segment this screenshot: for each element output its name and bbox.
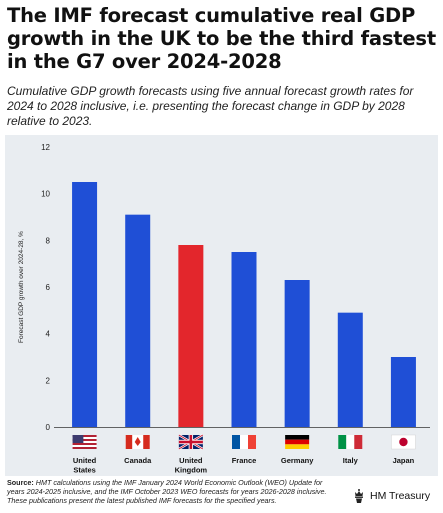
bar-fr	[231, 252, 257, 427]
x-tick-label: States	[73, 466, 96, 475]
source-text: HMT calculations using the IMF January 2…	[7, 478, 327, 505]
flag-de-icon	[285, 435, 310, 449]
flag-fr-icon	[232, 435, 256, 449]
y-tick-label: 12	[41, 143, 50, 152]
y-tick-label: 0	[46, 423, 51, 432]
logo-text: HM Treasury	[370, 490, 431, 502]
flag-jp-icon	[391, 434, 416, 450]
bar-it	[337, 312, 363, 427]
bar-us	[72, 182, 98, 427]
source-label: Source:	[7, 478, 34, 487]
x-tick-label: Kingdom	[175, 466, 208, 475]
chart-panel: 0 2 4 6 8 10 12 Forecast GDP growth over 2024-2…	[5, 135, 438, 476]
y-tick-label: 4	[46, 330, 51, 339]
y-tick-label: 8	[46, 236, 51, 245]
flag-us-icon	[72, 435, 97, 449]
y-axis-label: Forecast GDP growth over 2024-28, %	[18, 231, 25, 343]
bar-jp	[390, 357, 416, 427]
y-tick-label: 10	[41, 190, 50, 199]
chart-title: The IMF forecast cumulative real GDP gro…	[7, 4, 436, 73]
x-tick-label: Japan	[393, 456, 415, 465]
flag-ca-icon	[125, 435, 150, 449]
bar-ca	[125, 214, 151, 427]
x-tick-label: United	[179, 456, 203, 465]
x-tick-label: Italy	[343, 456, 359, 465]
x-tick-label: Germany	[281, 456, 314, 465]
x-tick-label: Canada	[124, 456, 152, 465]
x-tick-label: United	[73, 456, 97, 465]
y-tick-label: 6	[46, 283, 51, 292]
source-note: Source: HMT calculations using the IMF J…	[7, 478, 337, 505]
bar-gb	[178, 245, 204, 427]
royal-crest-icon	[352, 488, 366, 504]
flag-gb-icon	[178, 433, 204, 451]
hm-treasury-logo: HM Treasury	[352, 487, 430, 505]
y-tick-label: 2	[46, 376, 51, 385]
chart-subtitle: Cumulative GDP growth forecasts using fi…	[7, 84, 414, 128]
bar-de	[284, 280, 310, 427]
bar-chart: 0 2 4 6 8 10 12 Forecast GDP growth over 2024-2…	[18, 143, 430, 475]
flag-it-icon	[338, 435, 363, 449]
x-tick-label: France	[232, 456, 257, 465]
